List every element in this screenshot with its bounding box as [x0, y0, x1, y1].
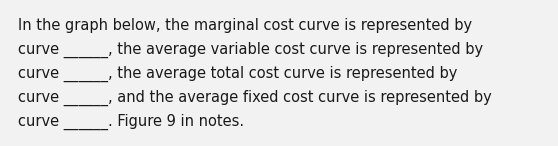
Text: curve ______, the average variable cost curve is represented by: curve ______, the average variable cost …: [18, 42, 483, 58]
Text: curve ______, the average total cost curve is represented by: curve ______, the average total cost cur…: [18, 66, 458, 82]
Text: In the graph below, the marginal cost curve is represented by: In the graph below, the marginal cost cu…: [18, 18, 472, 33]
Text: curve ______, and the average fixed cost curve is represented by: curve ______, and the average fixed cost…: [18, 90, 492, 106]
Text: curve ______. Figure 9 in notes.: curve ______. Figure 9 in notes.: [18, 114, 244, 130]
